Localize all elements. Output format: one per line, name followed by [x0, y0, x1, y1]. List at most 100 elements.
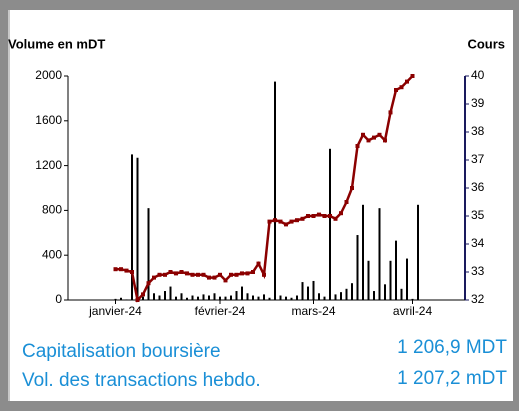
bar — [279, 295, 282, 300]
y2-axis-title: Cours — [467, 36, 505, 51]
price-point — [135, 298, 140, 302]
bar — [186, 297, 188, 300]
price-point — [372, 135, 376, 140]
x-tick-label: février-24 — [195, 304, 246, 318]
bar — [356, 235, 359, 300]
price-point — [207, 275, 211, 280]
price-point — [311, 214, 316, 218]
price-point — [256, 261, 261, 266]
bar — [202, 294, 205, 300]
price-point — [284, 222, 288, 227]
bar — [400, 288, 403, 300]
price-point — [322, 214, 327, 218]
price-point — [124, 268, 129, 273]
bar — [373, 291, 375, 300]
bar — [252, 295, 254, 300]
bar — [389, 260, 392, 300]
price-point — [344, 200, 349, 204]
bar — [180, 293, 183, 300]
price-point — [306, 214, 310, 218]
price-point — [152, 275, 156, 280]
price-point — [355, 144, 360, 148]
y-tick-label: 1600 — [35, 113, 62, 127]
y2-tick-label: 35 — [471, 208, 485, 222]
bar — [301, 282, 304, 300]
price-point — [174, 271, 178, 276]
bar — [345, 288, 348, 300]
price-point — [399, 85, 404, 90]
price-point — [218, 272, 222, 277]
price-point — [289, 219, 294, 224]
bar — [296, 295, 298, 300]
bar — [340, 292, 342, 300]
bar — [257, 296, 260, 300]
bar — [153, 293, 155, 300]
bar — [312, 280, 315, 300]
bar — [367, 260, 370, 300]
price-point — [168, 270, 173, 274]
bar — [213, 293, 216, 300]
bar — [384, 284, 386, 300]
price-point — [278, 219, 283, 224]
bar — [230, 295, 232, 300]
price-point — [328, 214, 332, 218]
price-point — [350, 186, 354, 190]
bar — [307, 286, 309, 300]
bar — [175, 296, 177, 300]
bar — [125, 299, 128, 300]
price-point — [251, 270, 255, 274]
price-point — [201, 272, 206, 277]
y-tick-label: 400 — [42, 247, 62, 261]
price-point — [361, 132, 365, 137]
price-point — [240, 271, 244, 276]
bar — [169, 286, 172, 300]
price-point — [383, 138, 387, 143]
price-point — [339, 211, 343, 216]
bar — [290, 297, 293, 300]
price-point — [333, 216, 338, 221]
panel — [8, 10, 513, 401]
bar — [131, 154, 133, 300]
bar — [362, 204, 364, 300]
price-point — [377, 132, 382, 137]
price-point — [223, 278, 228, 283]
bar — [147, 208, 150, 300]
x-tick-label: mars-24 — [291, 304, 335, 318]
price-point — [300, 216, 305, 221]
info-label: Vol. des transactions hebdo. — [22, 370, 261, 391]
price-point — [245, 271, 250, 276]
price-point — [229, 272, 233, 277]
y2-tick-label: 36 — [471, 180, 485, 194]
price-point — [295, 218, 299, 223]
y2-tick-label: 33 — [471, 264, 485, 278]
bar — [197, 296, 199, 300]
bar — [411, 298, 414, 300]
y-tick-label: 2000 — [35, 68, 62, 82]
price-point — [130, 270, 134, 274]
info-label: Capitalisation boursière — [22, 341, 221, 362]
info-value: 1 206,9 MDT — [397, 337, 507, 358]
bar — [246, 293, 249, 300]
price-point — [273, 218, 277, 223]
y-tick-label: 800 — [42, 203, 62, 217]
bar — [158, 295, 161, 300]
bar — [274, 81, 276, 300]
price-point — [196, 272, 200, 277]
bar — [142, 296, 144, 300]
y-axis-title: Volume en mDT — [8, 36, 105, 51]
x-tick-label: avril-24 — [393, 304, 433, 318]
y2-tick-label: 32 — [471, 292, 485, 306]
bar — [164, 291, 166, 300]
bar — [329, 148, 331, 300]
y2-tick-label: 39 — [471, 96, 485, 110]
bar — [208, 295, 210, 300]
bar — [334, 294, 337, 300]
price-point — [317, 212, 321, 217]
price-point — [234, 272, 239, 277]
bar — [406, 258, 408, 300]
bar — [318, 293, 320, 300]
price-point — [394, 88, 398, 92]
y2-tick-label: 34 — [471, 236, 485, 250]
price-point — [388, 110, 393, 115]
